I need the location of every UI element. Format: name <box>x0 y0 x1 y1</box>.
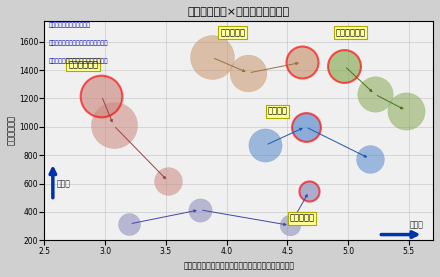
Point <box>286 223 293 228</box>
Text: 総合力: 総合力 <box>56 179 70 188</box>
Point <box>245 71 252 75</box>
Point <box>306 189 313 194</box>
Text: 本田技研工業: 本田技研工業 <box>335 28 366 37</box>
Point <box>126 222 133 226</box>
X-axis label: 有効特許１件当たりの注目度（権利者スコア平均値）: 有効特許１件当たりの注目度（権利者スコア平均値） <box>183 261 294 270</box>
Point <box>110 123 117 128</box>
Text: 個別力：各社のパテントスコア最高値: 個別力：各社のパテントスコア最高値 <box>48 59 108 64</box>
Point <box>196 207 203 212</box>
Point <box>165 179 172 184</box>
Point <box>98 93 105 98</box>
Point <box>262 143 269 147</box>
Point <box>298 60 305 65</box>
Point <box>367 157 374 161</box>
Text: デンソー: デンソー <box>268 107 288 116</box>
Point <box>403 108 410 113</box>
Text: 総合力：各社のパテントスコア積算値: 総合力：各社のパテントスコア積算値 <box>48 41 108 46</box>
Point <box>341 64 348 68</box>
Text: 円の大きさ：有効特許件数: 円の大きさ：有効特許件数 <box>48 23 90 28</box>
Y-axis label: 権利者スコア: 権利者スコア <box>7 116 16 145</box>
Text: トヨタ自動車: トヨタ自動車 <box>68 60 98 69</box>
Text: 個別力: 個別力 <box>410 220 423 229</box>
Text: 日産自動車: 日産自動車 <box>220 28 245 37</box>
Point <box>302 125 309 129</box>
Text: 富士重工業: 富士重工業 <box>290 214 314 223</box>
Point <box>209 55 216 60</box>
Title: 権利者スコア×平均値の経時変化: 権利者スコア×平均値の経時変化 <box>187 7 290 17</box>
Point <box>371 92 378 96</box>
